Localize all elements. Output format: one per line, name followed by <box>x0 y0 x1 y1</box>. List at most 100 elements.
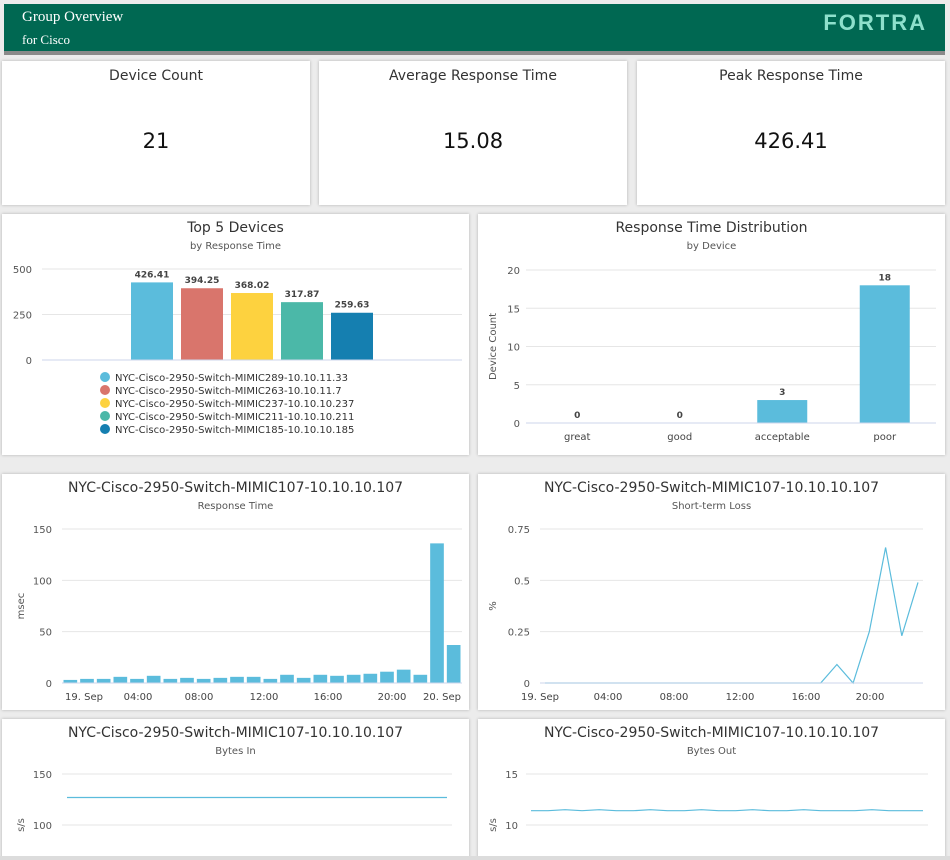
response-time-chart: 0 50 100 150 msec 19. Sep 04:00 08:00 12:00 16:00… <box>16 525 462 703</box>
kpi-device-count: Device Count 21 <box>2 61 310 205</box>
bar <box>446 645 461 683</box>
distribution-panel: Response Time Distribution by Device 0 5 1… <box>478 214 945 455</box>
y-tick-label: 20 <box>507 266 520 277</box>
x-tick-label: 16:00 <box>792 692 821 703</box>
data-label: 0 <box>677 411 683 421</box>
x-tick-label: 04:00 <box>594 692 623 703</box>
legend-item: NYC-Cisco-2950-Switch-MIMIC237-10.10.10.… <box>115 399 354 410</box>
bar <box>196 678 211 683</box>
bar <box>430 543 444 683</box>
y-tick-label: 150 <box>33 770 52 781</box>
x-tick-label: 12:00 <box>250 692 279 703</box>
y-axis-label: s/s <box>16 818 27 832</box>
bar <box>296 677 311 683</box>
chart-title: Response Time Distribution <box>615 220 808 236</box>
bar <box>180 677 194 683</box>
bar <box>80 678 94 683</box>
y-tick-label: 150 <box>33 525 52 536</box>
x-tick-label: acceptable <box>755 432 810 443</box>
x-tick-label: 08:00 <box>185 692 214 703</box>
bar <box>63 679 78 683</box>
chart-subtitle: Bytes In <box>215 746 256 757</box>
chart-title: NYC-Cisco-2950-Switch-MIMIC107-10.10.10.… <box>67 725 404 741</box>
legend-item: NYC-Cisco-2950-Switch-MIMIC185-10.10.10.… <box>115 425 354 436</box>
y-tick-label: 100 <box>33 576 52 587</box>
kpi-title: Device Count <box>109 68 203 84</box>
y-tick-label: 0 <box>46 679 52 690</box>
bottom-scrollbar[interactable] <box>0 856 950 860</box>
legend-item: NYC-Cisco-2950-Switch-MIMIC211-10.10.10.… <box>115 412 354 423</box>
fortra-logo: FORTRA <box>823 10 927 35</box>
x-tick-label: 16:00 <box>314 692 343 703</box>
y-axis-label: s/s <box>488 818 499 832</box>
y-tick-label: 0.25 <box>508 628 530 639</box>
y-axis-label: % <box>488 601 499 611</box>
kpi-value: 426.41 <box>754 129 828 153</box>
bytes-out-chart: 10 15 s/s <box>488 770 928 832</box>
y-tick-label: 0 <box>514 419 520 430</box>
y-tick-label: 5 <box>514 381 520 392</box>
kpi-average-response-time: Average Response Time 15.08 <box>319 61 627 205</box>
bar <box>363 673 378 683</box>
y-tick-label: 0.75 <box>508 525 530 536</box>
chart-title: NYC-Cisco-2950-Switch-MIMIC107-10.10.10.… <box>67 480 404 496</box>
bytes-in-panel: NYC-Cisco-2950-Switch-MIMIC107-10.10.10.… <box>2 719 469 860</box>
chart-subtitle: Response Time <box>197 501 274 512</box>
y-tick-label: 10 <box>505 821 518 832</box>
x-tick-label: 19. Sep <box>65 692 103 703</box>
page-subtitle: for Cisco <box>22 32 71 47</box>
x-tick-label: 20. Sep <box>423 692 461 703</box>
y-tick-label: 500 <box>13 265 32 276</box>
distribution-chart: 0 5 10 15 20 Device Count 0 great 0 good 3 acceptab… <box>488 266 936 443</box>
legend-marker <box>100 372 110 382</box>
legend-item: NYC-Cisco-2950-Switch-MIMIC263-10.10.11.… <box>115 386 342 397</box>
x-tick-label: 20:00 <box>856 692 885 703</box>
bar <box>263 678 278 683</box>
short-term-loss-panel: NYC-Cisco-2950-Switch-MIMIC107-10.10.10.… <box>478 474 945 710</box>
bar-3 <box>231 293 273 360</box>
legend-marker <box>100 398 110 408</box>
data-label: 426.41 <box>135 270 170 280</box>
bar <box>96 678 111 683</box>
kpi-title: Peak Response Time <box>719 68 863 84</box>
bar <box>146 675 161 683</box>
bar-poor <box>859 285 910 423</box>
bar-2 <box>181 288 223 360</box>
bar <box>413 674 428 683</box>
y-axis-label: msec <box>16 593 27 620</box>
bar <box>346 674 361 683</box>
legend-item: NYC-Cisco-2950-Switch-MIMIC289-10.10.11.… <box>115 373 348 384</box>
chart-title: Top 5 Devices <box>187 220 284 236</box>
legend-marker <box>100 385 110 395</box>
bar <box>330 675 344 683</box>
kpi-title: Average Response Time <box>389 68 557 84</box>
bar <box>113 676 128 683</box>
x-tick-label: good <box>667 432 692 443</box>
y-tick-label: 50 <box>39 628 52 639</box>
data-label: 0 <box>574 411 580 421</box>
bar <box>280 674 294 683</box>
bar-4 <box>281 302 323 360</box>
series-line <box>531 809 923 812</box>
x-tick-label: 19. Sep <box>521 692 559 703</box>
x-tick-label: 04:00 <box>124 692 153 703</box>
short-term-loss-chart: 0 0.25 0.5 0.75% 19. Sep 04:00 08:00 12:00 16:00… <box>488 525 923 703</box>
bar <box>230 676 244 683</box>
bar-acceptable <box>757 400 808 423</box>
bytes-in-chart: 100 150 s/s <box>16 770 452 832</box>
x-tick-label: poor <box>873 432 897 443</box>
chart-subtitle: by Response Time <box>189 241 282 252</box>
series-line <box>545 547 919 685</box>
chart-subtitle: Bytes Out <box>686 746 737 757</box>
bar <box>130 678 144 683</box>
x-tick-label: 12:00 <box>726 692 755 703</box>
kpi-value: 15.08 <box>442 129 504 153</box>
bar <box>396 669 411 683</box>
data-label: 394.25 <box>185 276 220 286</box>
chart-title: NYC-Cisco-2950-Switch-MIMIC107-10.10.10.… <box>543 725 880 741</box>
chart-title: NYC-Cisco-2950-Switch-MIMIC107-10.10.10.… <box>543 480 880 496</box>
kpi-value: 21 <box>142 129 170 153</box>
legend-marker <box>100 424 110 434</box>
x-tick-label: 20:00 <box>378 692 407 703</box>
data-label: 259.63 <box>335 301 370 311</box>
